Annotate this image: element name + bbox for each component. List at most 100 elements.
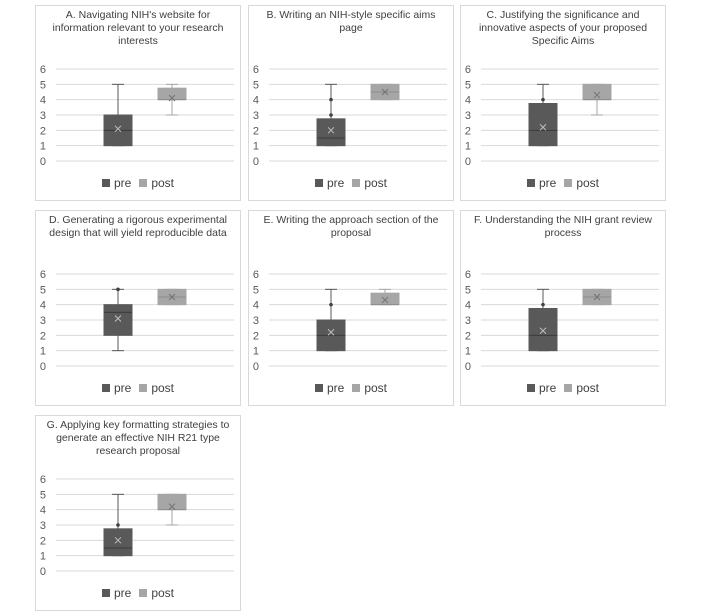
- y-tick-label: 6: [253, 64, 259, 76]
- outlier-point: [329, 113, 333, 117]
- legend: pre post: [36, 176, 240, 190]
- y-tick-label: 5: [40, 489, 46, 501]
- plot-area: 0 1 2 3 4 5 6: [40, 269, 234, 373]
- legend-item-post: post: [564, 381, 599, 395]
- y-tick-label: 3: [465, 315, 471, 327]
- mean-marker: [168, 94, 176, 102]
- legend-label: post: [576, 176, 600, 190]
- legend-swatch: [352, 179, 361, 187]
- legend-label: post: [151, 381, 175, 395]
- outlier-point: [329, 302, 333, 307]
- y-tick-label: 0: [40, 566, 46, 578]
- legend-label: pre: [326, 176, 345, 190]
- legend-swatch: [314, 179, 323, 187]
- y-tick-label: 4: [253, 300, 259, 312]
- chart-panel: A. Navigating NIH's website for informat…: [35, 5, 241, 201]
- y-tick-label: 3: [40, 315, 46, 327]
- chart-panel: E. Writing the approach section of the p…: [248, 210, 454, 406]
- y-tick-label: 3: [40, 110, 46, 122]
- outlier-point: [541, 302, 545, 307]
- legend-swatch: [352, 384, 361, 392]
- legend-label: post: [151, 176, 175, 190]
- legend-item-post: post: [564, 176, 599, 190]
- legend-label: pre: [113, 381, 132, 395]
- outlier-point: [116, 287, 120, 292]
- y-tick-label: 6: [465, 64, 471, 76]
- y-tick-label: 5: [465, 79, 471, 91]
- y-tick-label: 1: [253, 141, 259, 153]
- legend-label: post: [364, 176, 388, 190]
- box-pre: [103, 528, 133, 557]
- y-tick-label: 1: [253, 346, 259, 358]
- y-tick-label: 4: [40, 95, 46, 107]
- y-tick-label: 1: [465, 141, 471, 153]
- mean-marker: [327, 328, 335, 336]
- y-tick-label: 2: [40, 535, 46, 547]
- y-tick-label: 5: [40, 284, 46, 296]
- mean-marker: [114, 536, 122, 544]
- y-tick-label: 1: [40, 141, 46, 153]
- y-tick-label: 6: [40, 474, 46, 486]
- legend-label: pre: [113, 586, 132, 600]
- y-tick-label: 3: [40, 520, 46, 532]
- legend: pre post: [249, 176, 453, 190]
- y-tick-label: 5: [40, 79, 46, 91]
- y-tick-label: 4: [40, 300, 46, 312]
- y-tick-label: 1: [465, 346, 471, 358]
- chart-title: G. Applying key formatting strategies to…: [46, 419, 230, 457]
- mean-marker: [381, 88, 389, 96]
- legend-label: pre: [538, 176, 557, 190]
- legend-item-post: post: [139, 176, 174, 190]
- outlier-point: [116, 523, 120, 527]
- y-tick-label: 6: [40, 64, 46, 76]
- y-tick-label: 4: [40, 505, 46, 517]
- legend: pre post: [249, 381, 453, 395]
- y-tick-label: 0: [465, 156, 471, 168]
- y-tick-label: 2: [465, 125, 471, 137]
- legend: pre post: [36, 381, 240, 395]
- legend-item-pre: pre: [101, 176, 132, 190]
- y-tick-label: 0: [253, 156, 259, 168]
- y-tick-label: 0: [40, 156, 46, 168]
- chart-title: E. Writing the approach section of the p…: [263, 214, 439, 239]
- chart-title: F. Understanding the NIH grant review pr…: [473, 214, 652, 239]
- chart-panel: F. Understanding the NIH grant review pr…: [460, 210, 666, 406]
- mean-marker: [539, 123, 547, 131]
- mean-marker: [168, 503, 176, 510]
- outlier-point: [541, 97, 545, 102]
- legend-item-pre: pre: [314, 381, 344, 395]
- legend-item-post: post: [352, 176, 387, 190]
- mean-marker: [381, 296, 389, 304]
- legend-item-pre: pre: [101, 586, 132, 600]
- legend-swatch: [139, 589, 148, 597]
- y-tick-label: 4: [253, 95, 259, 107]
- y-tick-label: 0: [40, 361, 46, 373]
- chart-panel: G. Applying key formatting strategies to…: [35, 415, 241, 611]
- mean-marker: [114, 315, 122, 322]
- y-tick-label: 6: [465, 269, 471, 281]
- legend: pre post: [36, 586, 240, 600]
- y-tick-label: 3: [253, 315, 259, 327]
- box-pre: [316, 118, 346, 147]
- y-tick-label: 0: [253, 361, 259, 373]
- legend-label: pre: [113, 176, 132, 190]
- y-tick-label: 2: [40, 330, 46, 342]
- box-pre: [528, 103, 558, 147]
- y-tick-label: 5: [465, 284, 471, 296]
- legend-item-pre: pre: [101, 381, 132, 395]
- box-pre: [103, 304, 133, 336]
- y-tick-label: 3: [465, 110, 471, 122]
- legend-label: post: [151, 586, 175, 600]
- y-tick-label: 6: [253, 269, 259, 281]
- legend-swatch: [564, 179, 573, 187]
- mean-marker: [593, 91, 601, 99]
- plot-area: 0 1 2 3 4 5 6: [40, 64, 234, 168]
- y-tick-label: 1: [40, 346, 46, 358]
- legend-swatch: [564, 384, 573, 392]
- y-tick-label: 2: [253, 125, 259, 137]
- y-tick-label: 5: [253, 284, 259, 296]
- box-pre: [528, 308, 558, 352]
- mean-marker: [168, 293, 176, 301]
- y-tick-label: 2: [465, 330, 471, 342]
- chart-title: C. Justifying the significance and innov…: [478, 9, 648, 47]
